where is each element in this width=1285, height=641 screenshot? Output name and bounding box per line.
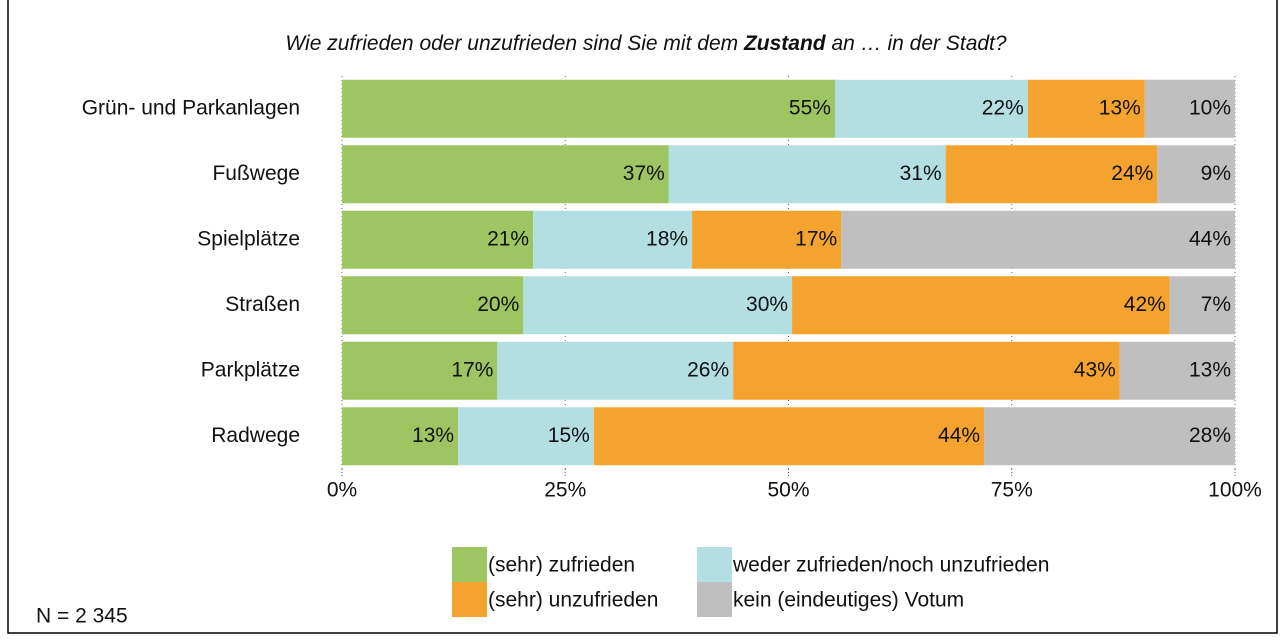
data-label: 15% <box>548 424 590 447</box>
bar-segment <box>1157 145 1235 204</box>
x-tick-label: 100% <box>1208 479 1262 502</box>
bar-segment <box>342 79 835 138</box>
data-label: 31% <box>900 162 942 185</box>
bar-segment <box>1027 79 1145 138</box>
data-label: 28% <box>1189 424 1231 447</box>
legend-swatch <box>452 582 487 617</box>
x-tick-label: 50% <box>767 479 809 502</box>
title-bold: Zustand <box>743 32 827 55</box>
title-part: Wie zufrieden oder unzufrieden sind Sie … <box>285 32 744 55</box>
bar-segment <box>342 341 498 400</box>
data-label: 37% <box>623 162 665 185</box>
data-label: 17% <box>451 358 493 381</box>
bar-segment <box>342 276 524 335</box>
bar-segment <box>533 210 693 269</box>
data-label: 22% <box>982 96 1024 119</box>
data-label: 9% <box>1201 162 1231 185</box>
data-label: 55% <box>789 96 831 119</box>
frame <box>7 0 1278 634</box>
x-tick-label: 75% <box>991 479 1033 502</box>
legend-label: (sehr) zufrieden <box>488 554 635 577</box>
legend-swatch <box>697 547 732 582</box>
bar-segment <box>593 407 985 466</box>
bar-segment <box>733 341 1120 400</box>
y-tick-label: Fußwege <box>212 162 300 185</box>
legend-label: (sehr) unzufrieden <box>488 589 658 612</box>
data-label: 13% <box>412 424 454 447</box>
y-tick-label: Radwege <box>211 424 300 447</box>
legend-label: weder zufrieden/noch unzufrieden <box>732 554 1049 577</box>
legend-swatch <box>697 582 732 617</box>
bar-segment <box>342 145 669 204</box>
data-label: 24% <box>1111 162 1153 185</box>
data-label: 18% <box>646 227 688 250</box>
bar-segment <box>458 407 594 466</box>
y-tick-label: Spielplätze <box>197 227 300 250</box>
data-label: 13% <box>1189 358 1231 381</box>
bar-segment <box>497 341 734 400</box>
bar-segment <box>342 407 459 466</box>
legend-label: kein (eindeutiges) Votum <box>733 589 964 612</box>
bar-segment <box>523 276 793 335</box>
data-label: 43% <box>1074 358 1116 381</box>
data-label: 21% <box>487 227 529 250</box>
x-tick-label: 25% <box>544 479 586 502</box>
bar-segment <box>1169 276 1235 335</box>
bar-segment <box>1144 79 1235 138</box>
chart-title: Wie zufrieden oder unzufrieden sind Sie … <box>285 32 1006 55</box>
data-label: 30% <box>746 293 788 316</box>
data-label: 26% <box>687 358 729 381</box>
bar-segment <box>792 276 1170 335</box>
bar-segment <box>1119 341 1235 400</box>
bar-segment <box>841 210 1235 269</box>
data-label: 13% <box>1099 96 1141 119</box>
data-label: 44% <box>938 424 980 447</box>
legend-swatch <box>452 547 487 582</box>
data-label: 42% <box>1124 293 1166 316</box>
bar-segment <box>668 145 946 204</box>
bar-segment <box>834 79 1028 138</box>
sample-size-note: N = 2 345 <box>36 605 128 628</box>
title-part: an … in der Stadt? <box>826 32 1007 55</box>
x-tick-label: 0% <box>327 479 357 502</box>
data-label: 10% <box>1189 96 1231 119</box>
bar-segment <box>692 210 842 269</box>
data-label: 20% <box>477 293 519 316</box>
y-tick-label: Parkplätze <box>201 358 300 381</box>
bar-segment <box>984 407 1235 466</box>
bar-segment <box>342 210 534 269</box>
bar-segment <box>945 145 1158 204</box>
y-tick-label: Grün- und Parkanlagen <box>82 96 300 119</box>
data-label: 7% <box>1201 293 1231 316</box>
data-label: 17% <box>795 227 837 250</box>
data-label: 44% <box>1189 227 1231 250</box>
y-tick-label: Straßen <box>225 293 300 316</box>
